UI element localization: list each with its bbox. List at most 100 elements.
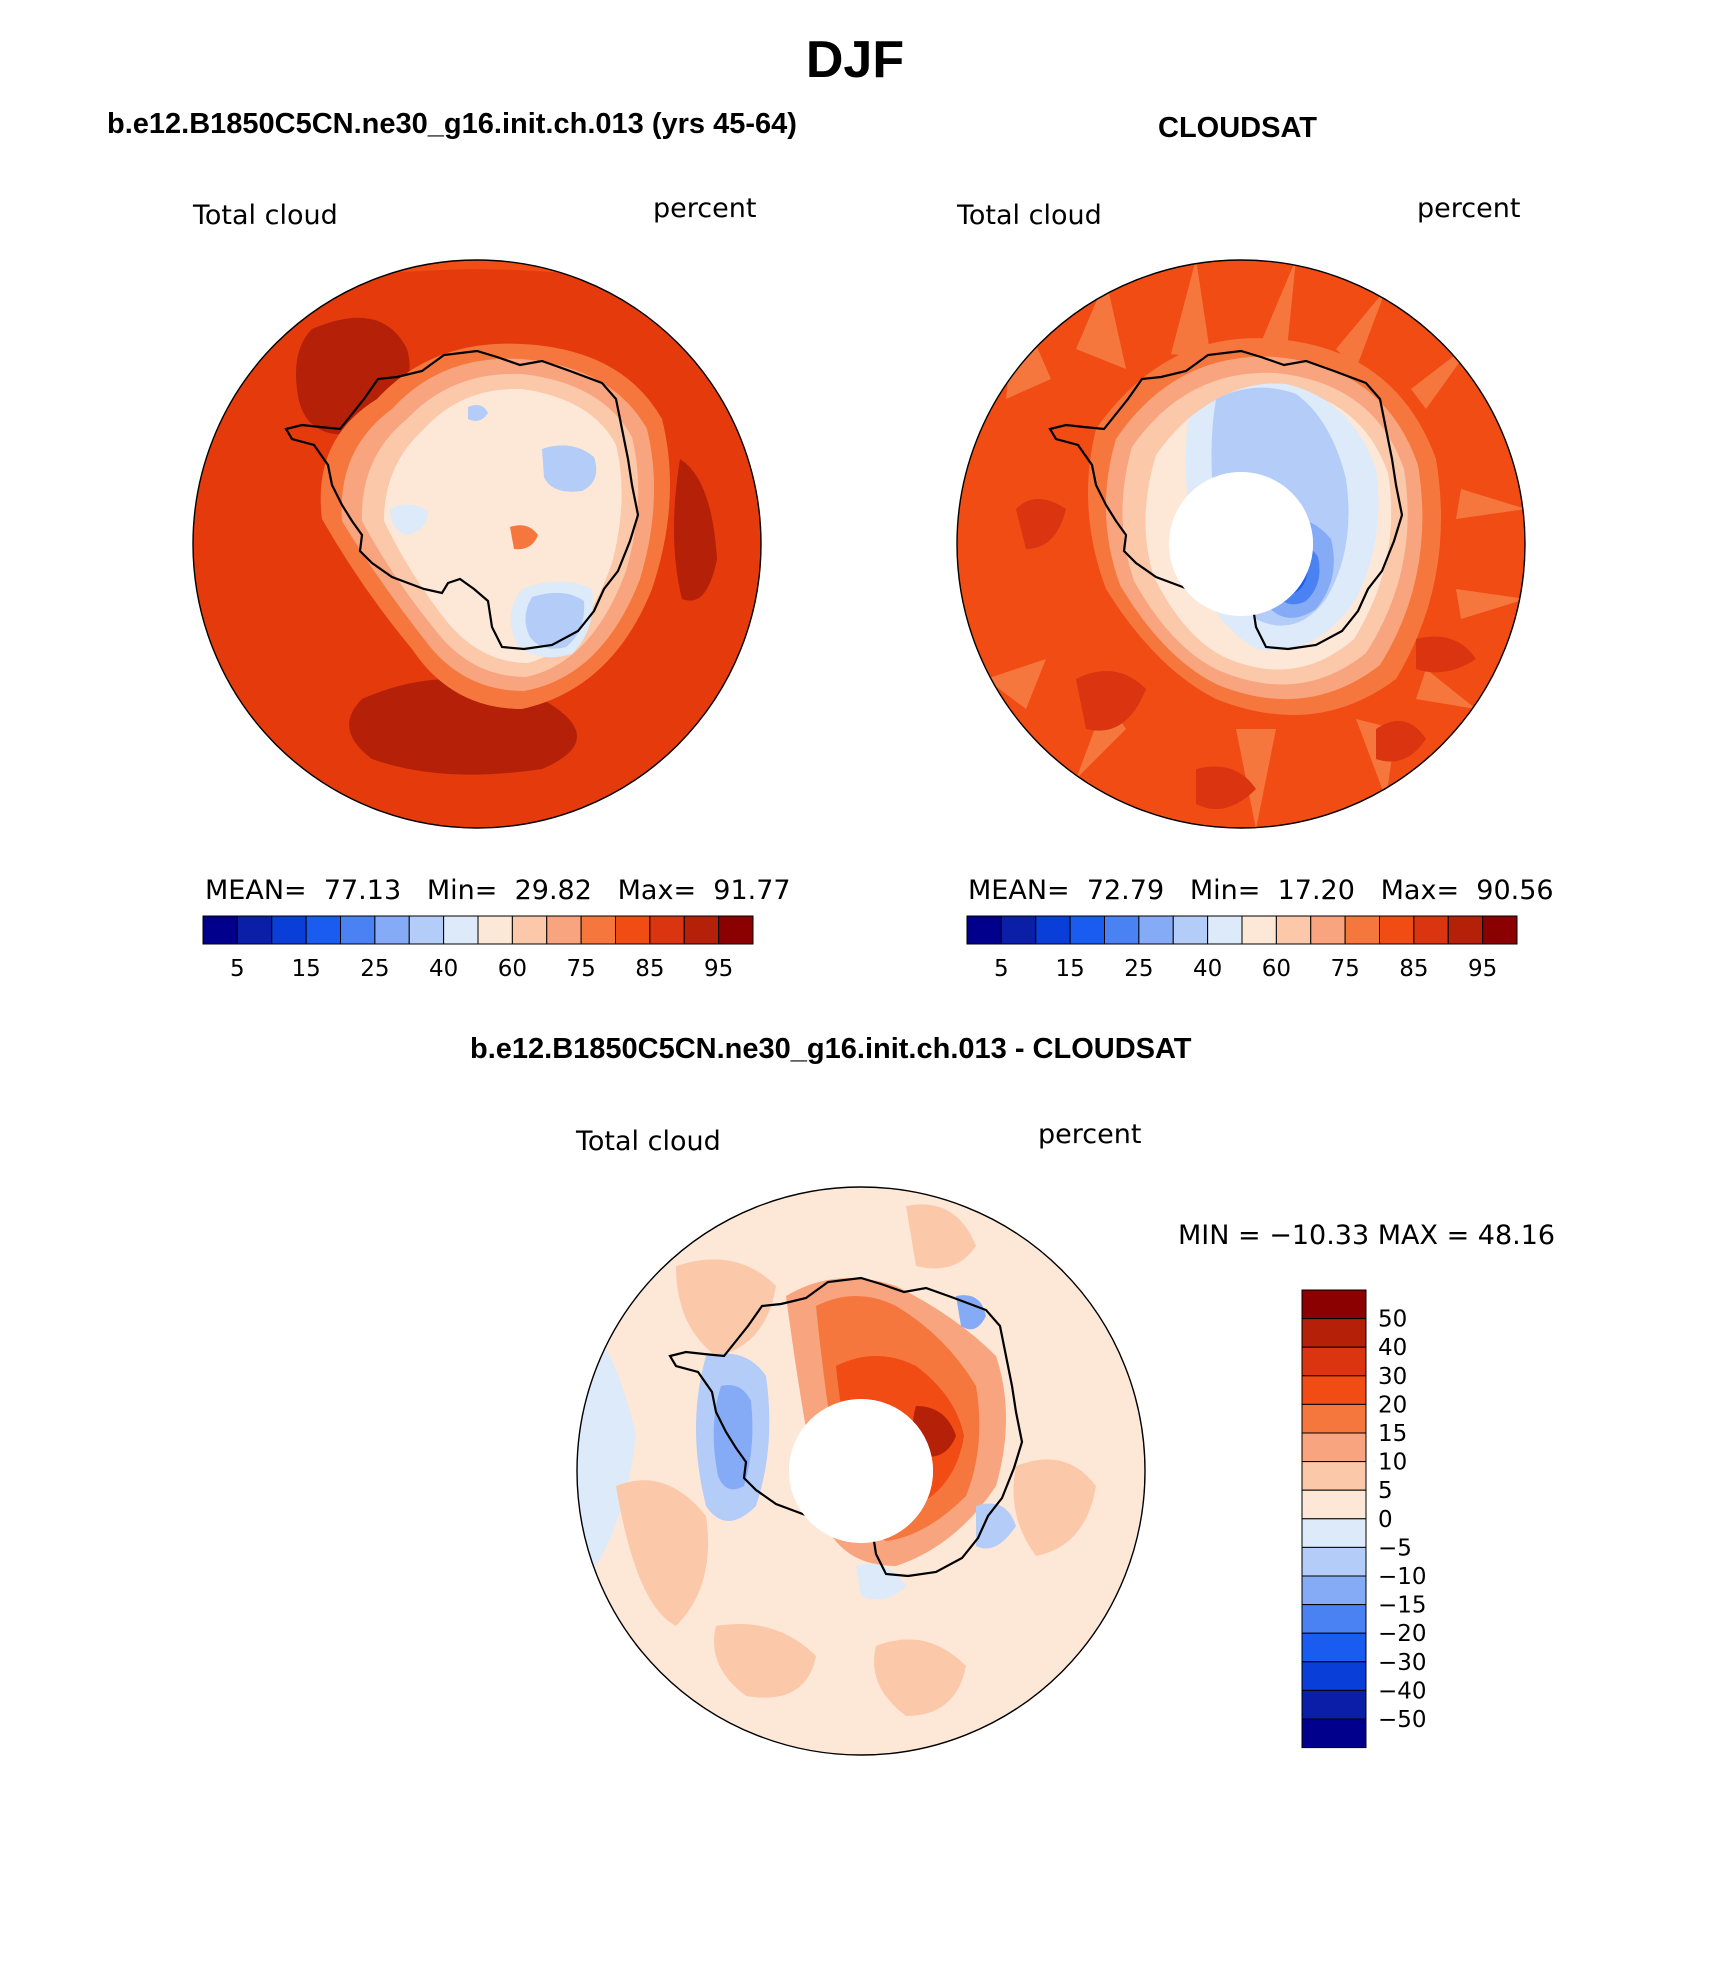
panel1-colorbar-box [718,915,754,945]
panel2-colorbar-tick-label: 75 [1330,956,1359,982]
panel2-colorbar-box [1172,915,1209,945]
panel2-colorbar-tick-label: 95 [1468,956,1497,982]
panel1-colorbar-box [408,915,445,945]
figure-title: DJF [805,31,905,89]
panel2-stats: MEAN= 72.79 Min= 17.20 Max= 90.56 [968,875,1554,906]
panel1-colorbar-tick-label: 5 [230,956,245,982]
panel1-colorbar: 5 15 25 40 60 75 85 95 [202,915,754,982]
panel3-colorbar-tick-label: 30 [1378,1364,1407,1390]
panel3-colorbar-box [1301,1604,1367,1634]
panel1-colorbar-tick-label: 85 [635,956,664,982]
panel2-colorbar-tick-label: 5 [994,956,1009,982]
panel1-colorbar-tick-label: 15 [291,956,320,982]
panel3-title: b.e12.B1850C5CN.ne30_g16.init.ch.013 - C… [470,1033,1192,1065]
panel1-colorbar-box [683,915,720,945]
panel2-colorbar-tick-label: 40 [1193,956,1222,982]
panel1-colorbar-box [236,915,273,945]
panel2-colorbar-tick-label: 15 [1055,956,1084,982]
panel3-colorbar-tick-label: −30 [1378,1650,1427,1676]
panel2-colorbar-box [1379,915,1415,945]
panel1-colorbar-box [580,915,616,945]
panel3-colorbar-tick-label: 15 [1378,1421,1407,1447]
panel1-polar-map [192,259,762,829]
panel1-colorbar-tick-label: 75 [566,956,595,982]
panel1-stats: MEAN= 77.13 Min= 29.82 Max= 91.77 [205,875,791,906]
panel2-colorbar-tick-label: 85 [1399,956,1428,982]
panel1-units-label: percent [653,193,757,224]
panel2-polar-map [956,259,1526,829]
panel1-colorbar-box [374,915,410,945]
panel2-colorbar-box [1482,915,1518,945]
panel3-colorbar-tick-label: −50 [1378,1707,1427,1733]
panel3-colorbar-box [1301,1718,1367,1749]
panel1-max-value: 91.77 [713,875,791,906]
panel2-min-label: Min= [1189,875,1261,906]
panel3-colorbar-box [1301,1403,1367,1434]
panel3-min-max-text: MIN = −10.33 MAX = 48.16 [1178,1220,1556,1251]
panel2-colorbar-tick-label: 25 [1124,956,1153,982]
panel2-colorbar-box [1104,915,1140,945]
panel1-colorbar-box [649,915,685,945]
panel1-colorbar-box [271,915,307,945]
panel2-mean-label: MEAN= [968,875,1070,906]
panel1-colorbar-box [511,915,548,945]
panel3-colorbar-box [1301,1318,1367,1348]
panel3-variable-label: Total cloud [576,1126,721,1157]
panel2-variable-label: Total cloud [957,200,1102,231]
panel3-colorbar-tick-label: 40 [1378,1335,1407,1361]
panel2-units-label: percent [1417,193,1521,224]
panel3-colorbar-box [1301,1661,1367,1691]
panel3-units-label: percent [1038,1119,1142,1150]
panel3-colorbar-tick-label: 10 [1378,1450,1407,1476]
panel1-mean-label: MEAN= [205,875,307,906]
panel2-colorbar-box [1069,915,1105,945]
panel3-colorbar-box [1301,1461,1367,1491]
panel1-colorbar-box [443,915,479,945]
panel1-variable-label: Total cloud [193,200,338,231]
panel2-colorbar: 5 15 25 40 60 75 85 95 [966,915,1518,982]
panel1-min-label: Min= [426,875,498,906]
panel2-mean-value: 72.79 [1086,875,1165,906]
panel1-colorbar-box [340,915,376,945]
panel3-colorbar-box [1301,1689,1367,1720]
panel1-colorbar-tick-label: 40 [429,956,458,982]
panel1-colorbar-box [477,915,513,945]
panel1-max-label: Max= [617,875,697,906]
panel2-max-value: 90.56 [1476,875,1554,906]
panel2-colorbar-box [1207,915,1243,945]
panel3-colorbar-box [1301,1518,1367,1548]
panel3-colorbar-box [1301,1375,1367,1405]
panel1-colorbar-tick-label: 95 [704,956,733,982]
panel3-colorbar-tick-label: −5 [1378,1535,1412,1561]
panel2-title: CLOUDSAT [1158,112,1317,144]
panel2-colorbar-box [1413,915,1449,945]
panel3-colorbar-tick-label: 20 [1378,1392,1407,1418]
panel2-colorbar-box [1447,915,1484,945]
panel3-colorbar-box [1301,1632,1367,1663]
panel3-colorbar-tick-label: −40 [1378,1678,1427,1704]
panel1-title: b.e12.B1850C5CN.ne30_g16.init.ch.013 (yr… [107,108,797,140]
panel3-polar-map [576,1186,1146,1756]
panel2-min-value: 17.20 [1277,875,1355,906]
panel1-colorbar-tick-label: 60 [498,956,527,982]
panel3-colorbar-tick-label: −10 [1378,1564,1427,1590]
panel1-min-value: 29.82 [514,875,592,906]
panel1-colorbar-box [546,915,582,945]
panel3-colorbar-box [1301,1289,1367,1320]
panel1-colorbar-box [615,915,651,945]
panel2-colorbar-box [1000,915,1037,945]
panel1-mean-value: 77.13 [323,875,402,906]
panel3-colorbar-tick-label: 0 [1378,1507,1393,1533]
panel2-colorbar-box [1344,915,1380,945]
panel1-colorbar-box [202,915,238,945]
panel2-max-label: Max= [1380,875,1460,906]
panel2-colorbar-box [966,915,1002,945]
panel2-colorbar-box [1138,915,1174,945]
panel2-colorbar-tick-label: 60 [1262,956,1291,982]
panel3-colorbar-box [1301,1489,1367,1520]
panel3-colorbar-tick-label: 5 [1378,1478,1393,1504]
panel3-colorbar-box [1301,1546,1367,1577]
panel1-colorbar-tick-label: 25 [360,956,389,982]
panel2-colorbar-box [1241,915,1277,945]
